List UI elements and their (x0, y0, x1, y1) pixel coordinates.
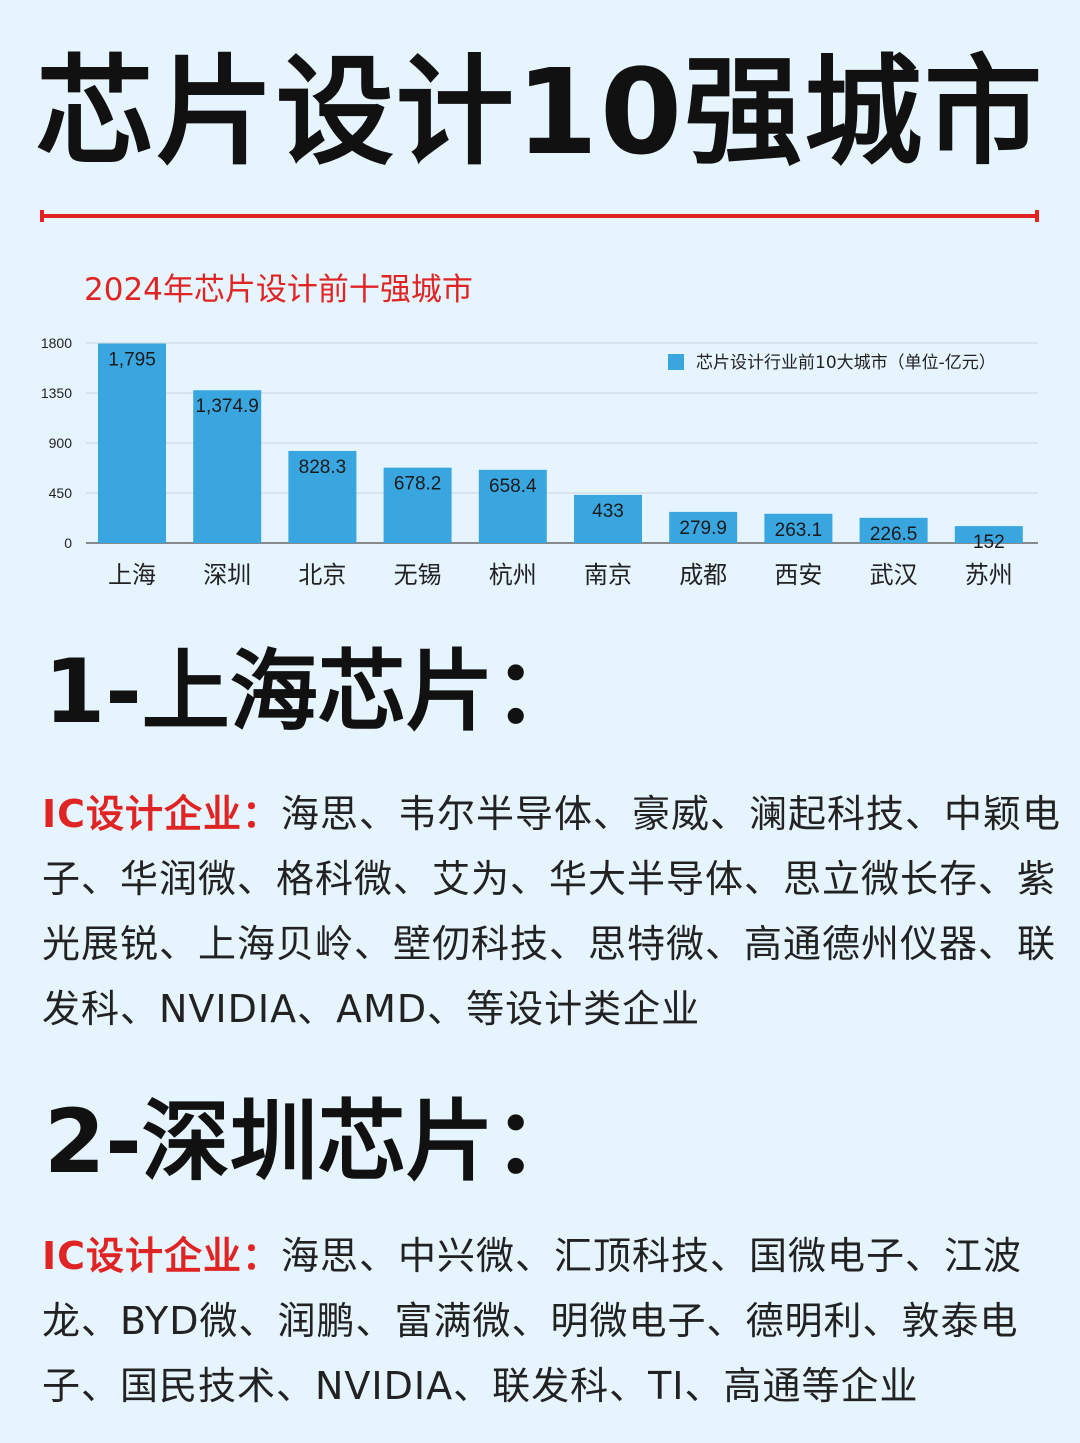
divider-line (40, 214, 1039, 218)
x-tick-label: 深圳 (203, 561, 251, 589)
data-label: 263.1 (775, 520, 823, 541)
data-label: 279.9 (679, 518, 727, 539)
data-label: 678.2 (394, 474, 442, 495)
y-tick-label: 1350 (41, 385, 72, 401)
x-tick-label: 无锡 (394, 561, 442, 589)
data-label: 152 (973, 532, 1005, 553)
divider-cap-left (40, 210, 44, 222)
section-body-shenzhen: IC设计企业：海思、中兴微、汇顶科技、国微电子、江波龙、BYD微、润鹏、富满微、… (42, 1224, 1072, 1419)
legend-swatch (668, 354, 684, 370)
section-text-shenzhen: 海思、中兴微、汇顶科技、国微电子、江波龙、BYD微、润鹏、富满微、明微电子、德明… (42, 1234, 1023, 1408)
bar (859, 517, 928, 543)
x-tick-label: 苏州 (965, 561, 1013, 589)
data-label: 1,374.9 (195, 396, 258, 417)
section-heading-shanghai: 1-上海芯片： (44, 640, 582, 743)
data-label: 1,795 (108, 350, 156, 371)
section-text-shanghai: 海思、韦尔半导体、豪威、澜起科技、中颖电子、华润微、格科微、艾为、华大半导体、思… (42, 792, 1062, 1031)
section-label-shanghai: IC设计企业： (42, 792, 282, 836)
bar (193, 390, 262, 543)
data-label: 828.3 (299, 457, 347, 478)
y-tick-label: 1800 (41, 335, 72, 351)
x-tick-label: 上海 (108, 561, 156, 589)
divider-cap-right (1035, 210, 1039, 222)
x-tick-label: 成都 (679, 561, 727, 589)
data-label: 658.4 (489, 476, 537, 497)
bar-chart: 0 450 900 1350 1800 1,795 上海 1,374.9 深圳 828.3 北京 67… (41, 335, 1038, 589)
title-divider (40, 210, 1039, 222)
section-label-shenzhen: IC设计企业： (42, 1234, 282, 1278)
x-tick-label: 杭州 (489, 561, 537, 589)
section-heading-shenzhen: 2-深圳芯片： (44, 1090, 582, 1193)
bar (288, 450, 357, 543)
x-tick-label: 南京 (584, 561, 632, 589)
data-label: 226.5 (870, 524, 918, 545)
legend-label: 芯片设计行业前10大城市（单位-亿元） (696, 353, 996, 373)
x-tick-label: 西安 (774, 561, 822, 589)
y-tick-label: 0 (64, 535, 72, 551)
section-body-shanghai: IC设计企业：海思、韦尔半导体、豪威、澜起科技、中颖电子、华润微、格科微、艾为、… (42, 782, 1072, 1042)
bar (383, 467, 452, 543)
x-tick-label: 北京 (298, 561, 346, 589)
bar (669, 511, 738, 543)
bar (764, 513, 833, 543)
bar (574, 494, 642, 543)
y-tick-label: 450 (49, 485, 73, 501)
y-tick-label: 900 (49, 435, 73, 451)
data-label: 433 (592, 501, 624, 522)
x-tick-label: 武汉 (870, 561, 918, 589)
chart-title: 2024年芯片设计前十强城市 (84, 272, 473, 308)
bar (98, 343, 166, 543)
bar (954, 526, 1023, 543)
bar (478, 469, 547, 543)
page-title: 芯片设计10强城市 (35, 43, 1045, 181)
